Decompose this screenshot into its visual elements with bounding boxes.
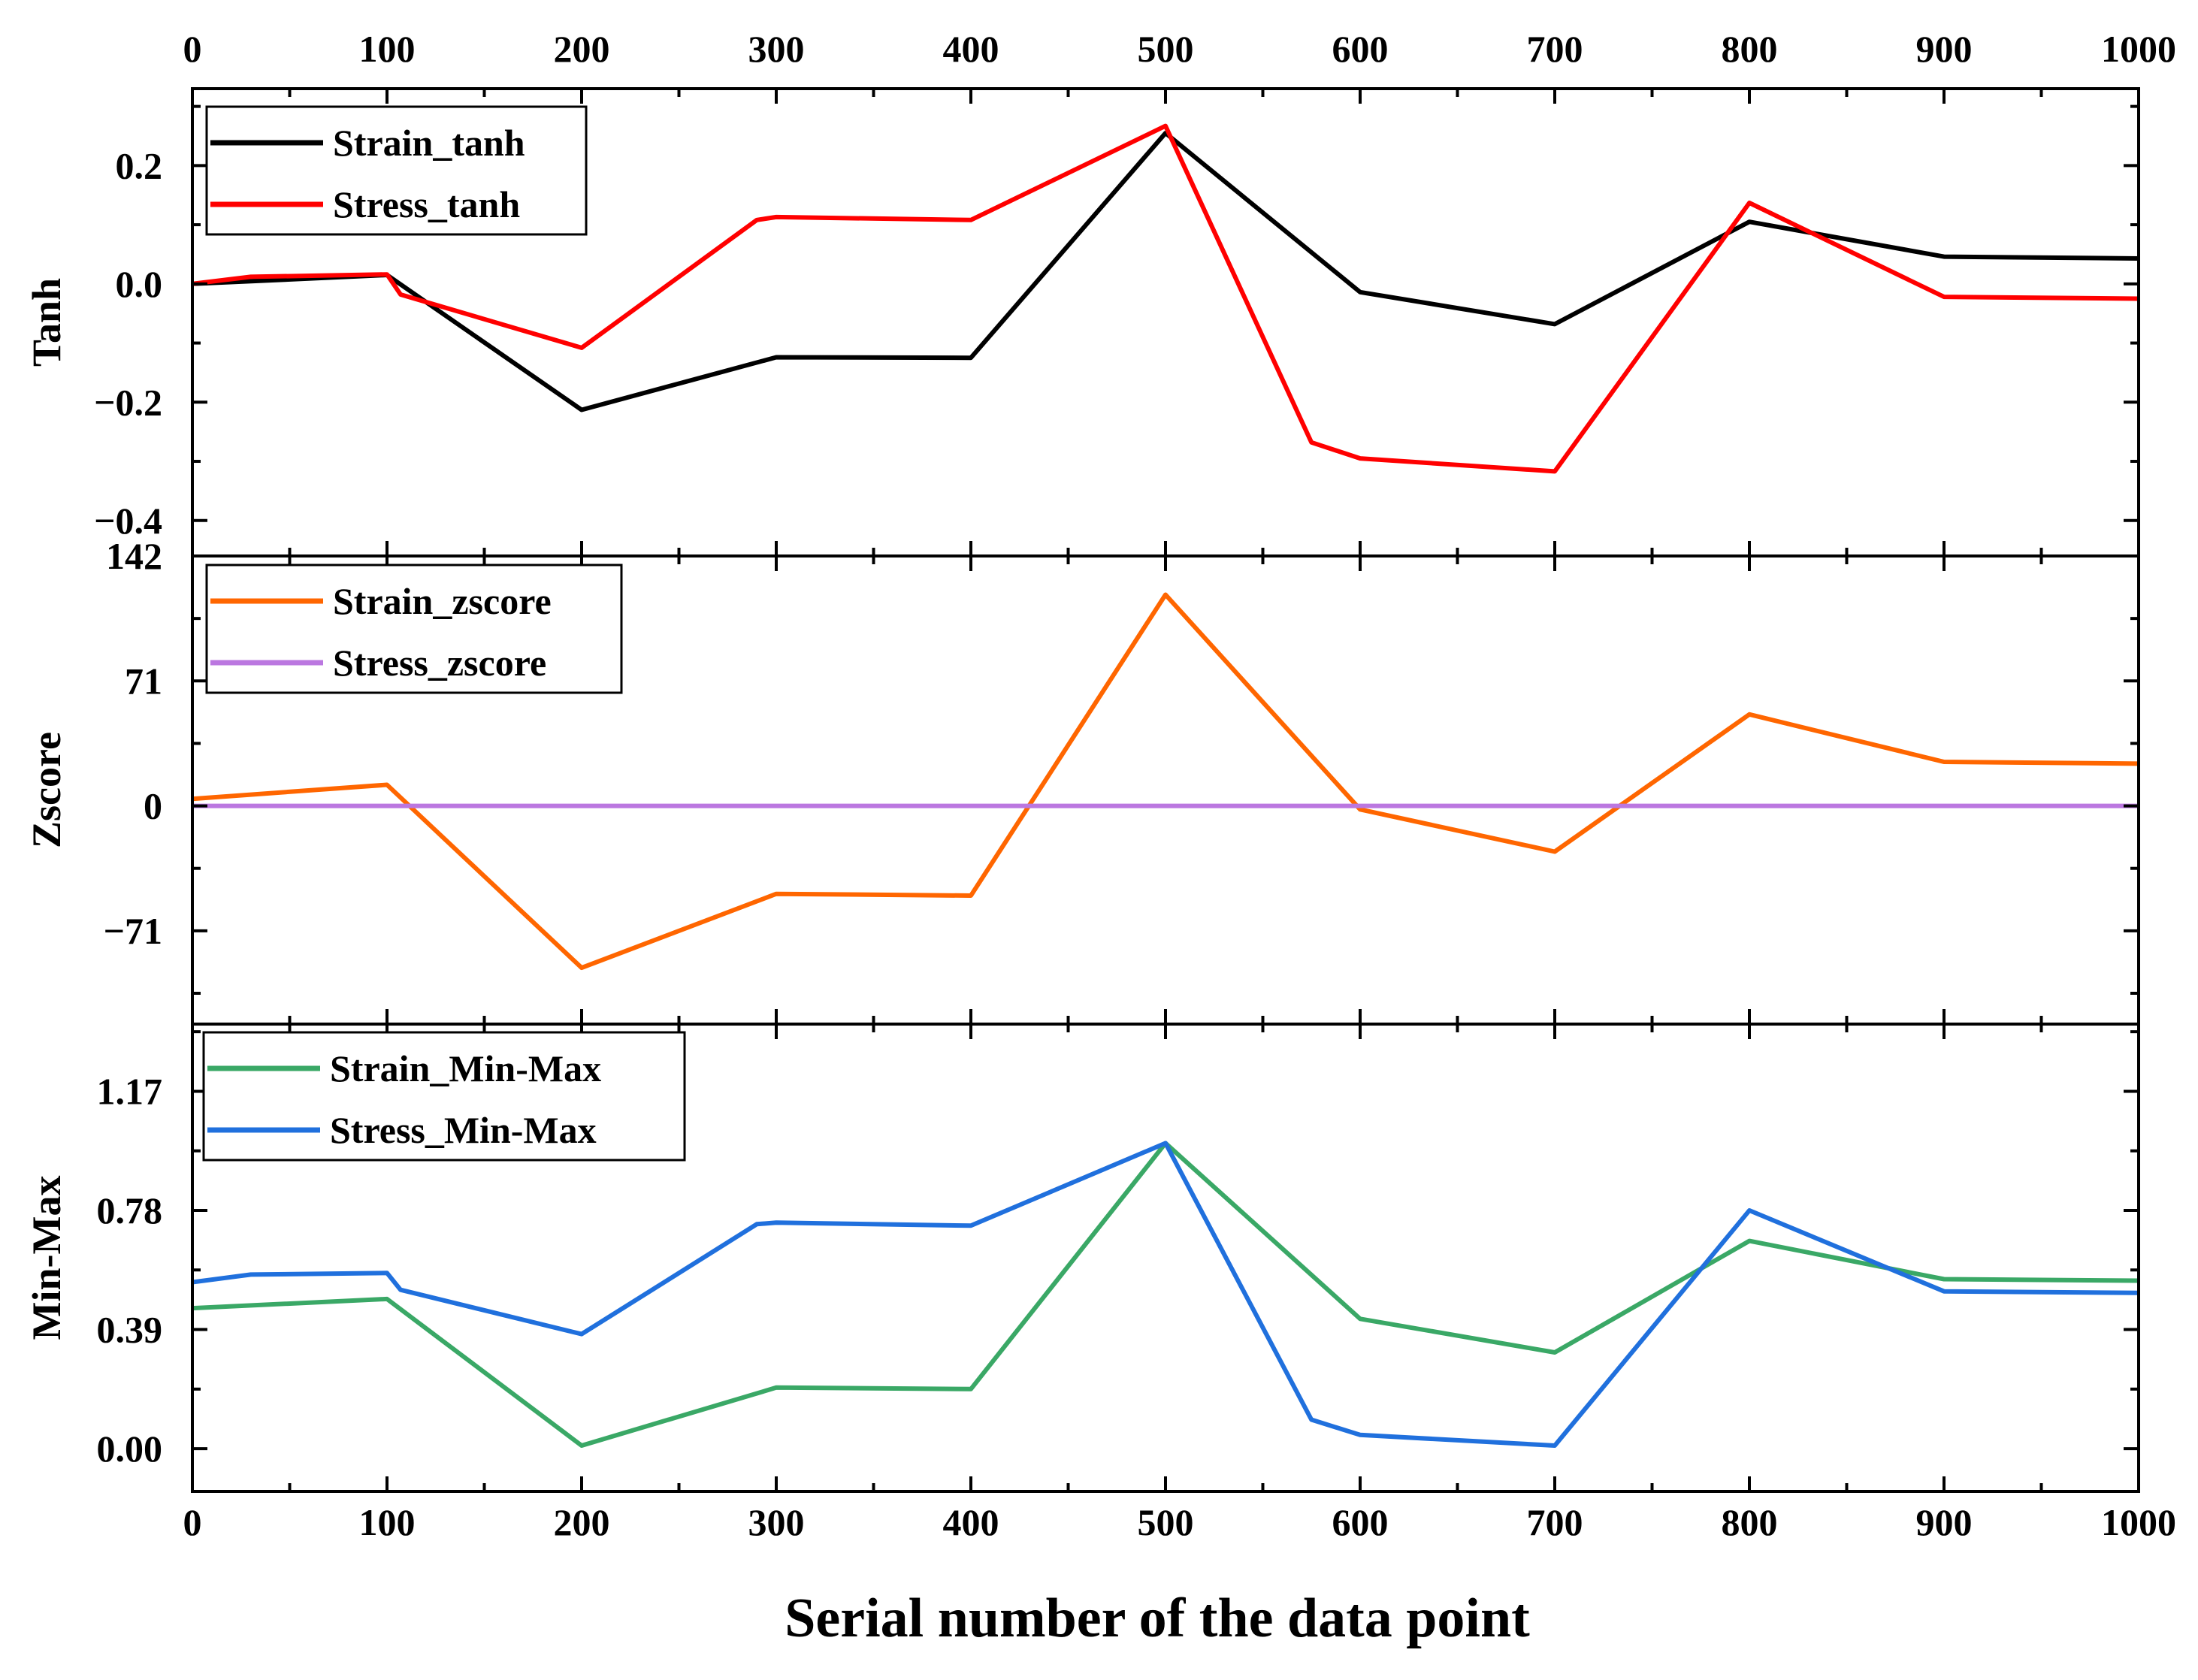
- legend: Strain_Min-Max Stress_Min-Max: [202, 1031, 686, 1162]
- x-tick-label-top: 1000: [2101, 28, 2176, 70]
- legend: Strain_tanh Stress_tanh: [205, 105, 588, 236]
- y-axis-label: Zscore: [24, 732, 69, 848]
- panel-frame: [191, 1023, 2140, 1493]
- panel-1: 0.2 0.0 −0.2 −0.4 Tanh Strain_tanh Stress_tanh: [24, 87, 2140, 557]
- x-axis-ticks: 0 0 100 100 200 200 300 300 400 400 500 500 600 600 70…: [183, 28, 2177, 1543]
- series-line-strain-zscore: [192, 592, 2139, 971]
- y-tick-label: −0.4: [94, 500, 162, 542]
- y-tick-label: 71: [125, 660, 162, 702]
- x-tick-label-top: 0: [183, 28, 202, 70]
- legend-label: Stress_zscore: [333, 642, 546, 684]
- x-tick-label-top: 500: [1138, 28, 1194, 70]
- x-tick-label: 0: [183, 1501, 202, 1543]
- y-axis-label: Min-Max: [24, 1176, 69, 1340]
- legend: Strain_zscore Stress_zscore: [205, 564, 623, 694]
- y-tick-label: 0.2: [116, 144, 163, 186]
- x-tick-label-top: 700: [1527, 28, 1583, 70]
- y-tick-label: −71: [104, 910, 163, 952]
- y-axis-label: Tanh: [24, 278, 69, 367]
- x-tick-label: 300: [748, 1501, 805, 1543]
- x-tick-label: 200: [554, 1501, 610, 1543]
- y-tick-label: 0: [144, 785, 162, 827]
- x-tick-label: 800: [1722, 1501, 1778, 1543]
- x-tick-label: 900: [1916, 1501, 1973, 1543]
- legend-label: Strain_tanh: [333, 122, 525, 164]
- legend-label: Stress_tanh: [333, 183, 520, 225]
- panel-2: 142 71 0 −71 Zscore Strain_zscore Stress_zscor…: [24, 535, 2140, 1026]
- x-tick-label-top: 200: [554, 28, 610, 70]
- series-line-stress-tanh: [192, 123, 2139, 474]
- y-tick-label: 142: [106, 535, 162, 577]
- legend-label: Strain_zscore: [333, 580, 552, 622]
- x-tick-label: 700: [1527, 1501, 1583, 1543]
- x-tick-label-top: 600: [1332, 28, 1389, 70]
- y-tick-label: −0.2: [94, 381, 162, 423]
- legend-box: [202, 1031, 686, 1162]
- y-tick-label: 0.00: [97, 1428, 163, 1470]
- x-tick-label-top: 800: [1722, 28, 1778, 70]
- y-tick-label: 0.39: [97, 1309, 163, 1351]
- x-tick-label: 600: [1332, 1501, 1389, 1543]
- x-tick-label: 1000: [2101, 1501, 2176, 1543]
- y-tick-label: 1.17: [97, 1070, 163, 1112]
- legend-box: [205, 105, 588, 236]
- x-tick-label: 500: [1138, 1501, 1194, 1543]
- x-tick-label-top: 100: [359, 28, 416, 70]
- y-tick-label: 0.78: [97, 1189, 163, 1231]
- legend-label: Strain_Min-Max: [330, 1047, 601, 1089]
- x-tick-label: 100: [359, 1501, 416, 1543]
- panels: 0.2 0.0 −0.2 −0.4 Tanh Strain_tanh Stress_tanh…: [24, 87, 2140, 1493]
- x-tick-label-top: 400: [943, 28, 999, 70]
- legend-box: [205, 564, 623, 694]
- panel-3: 1.170.780.390.00Min-MaxStrain_Min-MaxStr…: [24, 1023, 2140, 1493]
- y-tick-label: 0.0: [116, 263, 163, 305]
- x-tick-label: 400: [943, 1501, 999, 1543]
- x-tick-label-top: 900: [1916, 28, 1973, 70]
- legend-label: Stress_Min-Max: [330, 1109, 597, 1151]
- series-line-stress-min-max: [192, 1141, 2139, 1448]
- x-axis-label: Serial number of the data point: [785, 1588, 1530, 1649]
- x-tick-label-top: 300: [748, 28, 805, 70]
